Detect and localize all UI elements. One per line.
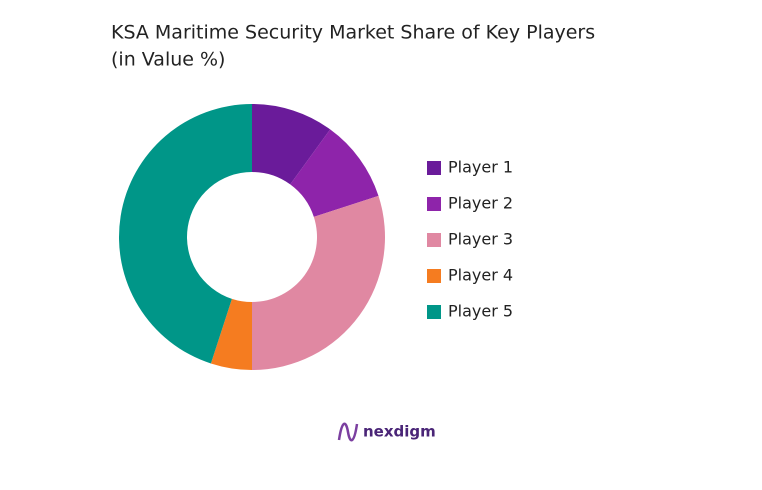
legend-label: Player 2 [448,194,513,213]
legend-swatch [427,305,441,319]
logo-text: nexdigm [363,423,436,441]
slice [118,104,253,364]
slice [210,298,252,370]
legend-swatch [427,233,441,247]
legend-swatch [427,161,441,175]
chart-title: KSA Maritime Security Market Share of Ke… [111,22,595,44]
legend-label: Player 4 [448,266,513,285]
slice [252,104,331,185]
slice [252,195,385,370]
legend-label: Player 1 [448,158,513,177]
legend-swatch [427,269,441,283]
legend-swatch [427,197,441,211]
logo-icon [337,422,359,442]
logo: nexdigm [337,422,436,442]
legend-label: Player 3 [448,230,513,249]
slice [290,129,379,217]
legend-label: Player 5 [448,302,513,321]
chart-subtitle: (in Value %) [111,49,225,71]
